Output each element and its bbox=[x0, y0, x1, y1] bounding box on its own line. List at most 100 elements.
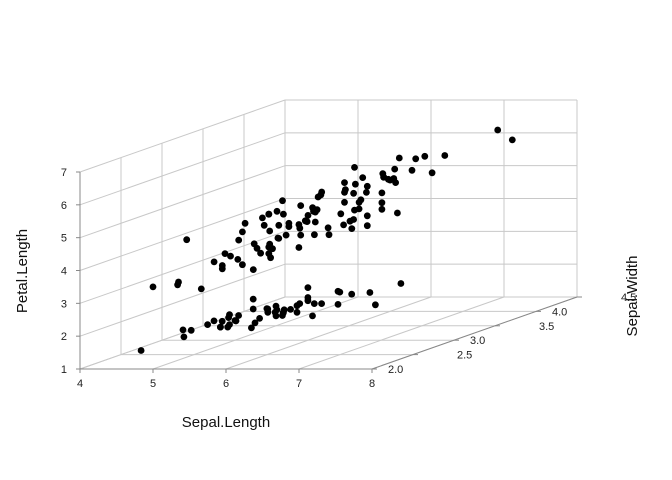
data-point bbox=[225, 314, 233, 321]
data-point bbox=[394, 209, 401, 217]
data-point bbox=[149, 283, 157, 291]
left-wall-gridline bbox=[79, 198, 286, 271]
data-point bbox=[441, 152, 449, 159]
data-point bbox=[301, 217, 309, 225]
z-axis-label: Petal.Length bbox=[14, 229, 31, 313]
y-tick-label: 2.5 bbox=[457, 350, 472, 362]
data-point bbox=[287, 306, 294, 313]
data-point bbox=[293, 308, 301, 316]
data-point bbox=[309, 204, 316, 212]
data-point bbox=[304, 284, 312, 291]
data-point bbox=[421, 152, 429, 160]
data-point bbox=[363, 189, 370, 196]
data-point bbox=[180, 333, 188, 341]
data-point bbox=[363, 182, 371, 190]
data-point bbox=[259, 214, 266, 222]
left-wall-gridline bbox=[79, 165, 286, 239]
data-point bbox=[363, 212, 371, 220]
data-point bbox=[379, 170, 387, 178]
data-point bbox=[351, 164, 358, 171]
data-point bbox=[271, 308, 279, 316]
data-point bbox=[408, 166, 416, 174]
data-point bbox=[350, 189, 357, 197]
data-point bbox=[324, 224, 332, 232]
data-point bbox=[204, 321, 212, 328]
data-point bbox=[325, 231, 333, 239]
data-point bbox=[391, 165, 399, 173]
data-point bbox=[279, 312, 286, 319]
data-point bbox=[494, 126, 502, 134]
z-tick-label: 6 bbox=[61, 200, 67, 212]
y-tick-label: 4.5 bbox=[621, 292, 636, 304]
data-point bbox=[348, 225, 356, 233]
y-tick-label: 4.0 bbox=[552, 306, 567, 318]
data-point bbox=[263, 305, 271, 312]
data-point bbox=[231, 317, 239, 324]
data-point bbox=[249, 266, 257, 273]
x-tick-label: 5 bbox=[150, 378, 156, 390]
data-point bbox=[334, 287, 342, 295]
tick-labels: 4 5 6 7 8 1 2 3 4 5 6 7 2.0 2.5 3.0 3.5 4.0 4.5 bbox=[61, 167, 636, 390]
data-point bbox=[179, 326, 187, 334]
data-point bbox=[366, 289, 374, 296]
data-point bbox=[218, 265, 226, 273]
data-point bbox=[378, 199, 386, 207]
floor-gridline bbox=[225, 296, 432, 370]
z-tick-label: 7 bbox=[61, 167, 67, 179]
data-point bbox=[227, 252, 234, 260]
data-point bbox=[355, 198, 363, 206]
data-points bbox=[137, 126, 516, 354]
data-point bbox=[256, 315, 263, 322]
data-point bbox=[224, 323, 232, 331]
data-point bbox=[304, 212, 312, 219]
data-point bbox=[251, 319, 259, 327]
left-wall-gridline bbox=[79, 132, 286, 206]
z-tick-label: 2 bbox=[61, 331, 67, 343]
data-point bbox=[412, 155, 420, 163]
data-point bbox=[197, 285, 205, 293]
data-point bbox=[137, 347, 145, 354]
data-point bbox=[285, 219, 293, 227]
data-point bbox=[397, 280, 405, 287]
data-point bbox=[239, 261, 246, 269]
data-point bbox=[273, 207, 281, 215]
data-point bbox=[395, 154, 403, 162]
data-point bbox=[210, 258, 218, 266]
data-point bbox=[372, 301, 379, 309]
y-tick-label: 2.0 bbox=[388, 364, 403, 376]
data-point bbox=[304, 294, 312, 301]
data-point bbox=[334, 301, 342, 308]
z-tick-label: 5 bbox=[61, 233, 67, 245]
data-point bbox=[359, 174, 367, 182]
x-tick-label: 8 bbox=[369, 378, 375, 390]
data-point bbox=[257, 249, 264, 257]
data-point bbox=[341, 189, 348, 196]
data-point bbox=[314, 193, 322, 201]
data-point bbox=[428, 169, 436, 177]
y-tick-label: 3.0 bbox=[470, 335, 485, 347]
data-point bbox=[275, 221, 283, 229]
data-point bbox=[217, 323, 224, 331]
data-point bbox=[337, 210, 345, 218]
data-point bbox=[508, 136, 516, 144]
data-point bbox=[348, 290, 356, 298]
data-point bbox=[266, 227, 274, 235]
data-point bbox=[249, 295, 257, 303]
data-point bbox=[346, 217, 354, 225]
data-point bbox=[269, 245, 276, 253]
y-axis-line bbox=[371, 296, 578, 370]
data-point bbox=[260, 221, 268, 229]
data-point bbox=[297, 231, 305, 239]
z-tick-label: 4 bbox=[61, 266, 67, 278]
data-point bbox=[174, 281, 182, 289]
data-point bbox=[249, 305, 257, 313]
data-point bbox=[311, 218, 319, 226]
x-tick-label: 6 bbox=[223, 378, 229, 390]
data-point bbox=[340, 221, 347, 229]
data-point bbox=[390, 175, 398, 182]
data-point bbox=[210, 317, 218, 325]
data-point bbox=[341, 179, 348, 187]
y-tick-label: 3.5 bbox=[539, 321, 554, 333]
data-point bbox=[235, 312, 243, 319]
data-point bbox=[318, 300, 325, 307]
